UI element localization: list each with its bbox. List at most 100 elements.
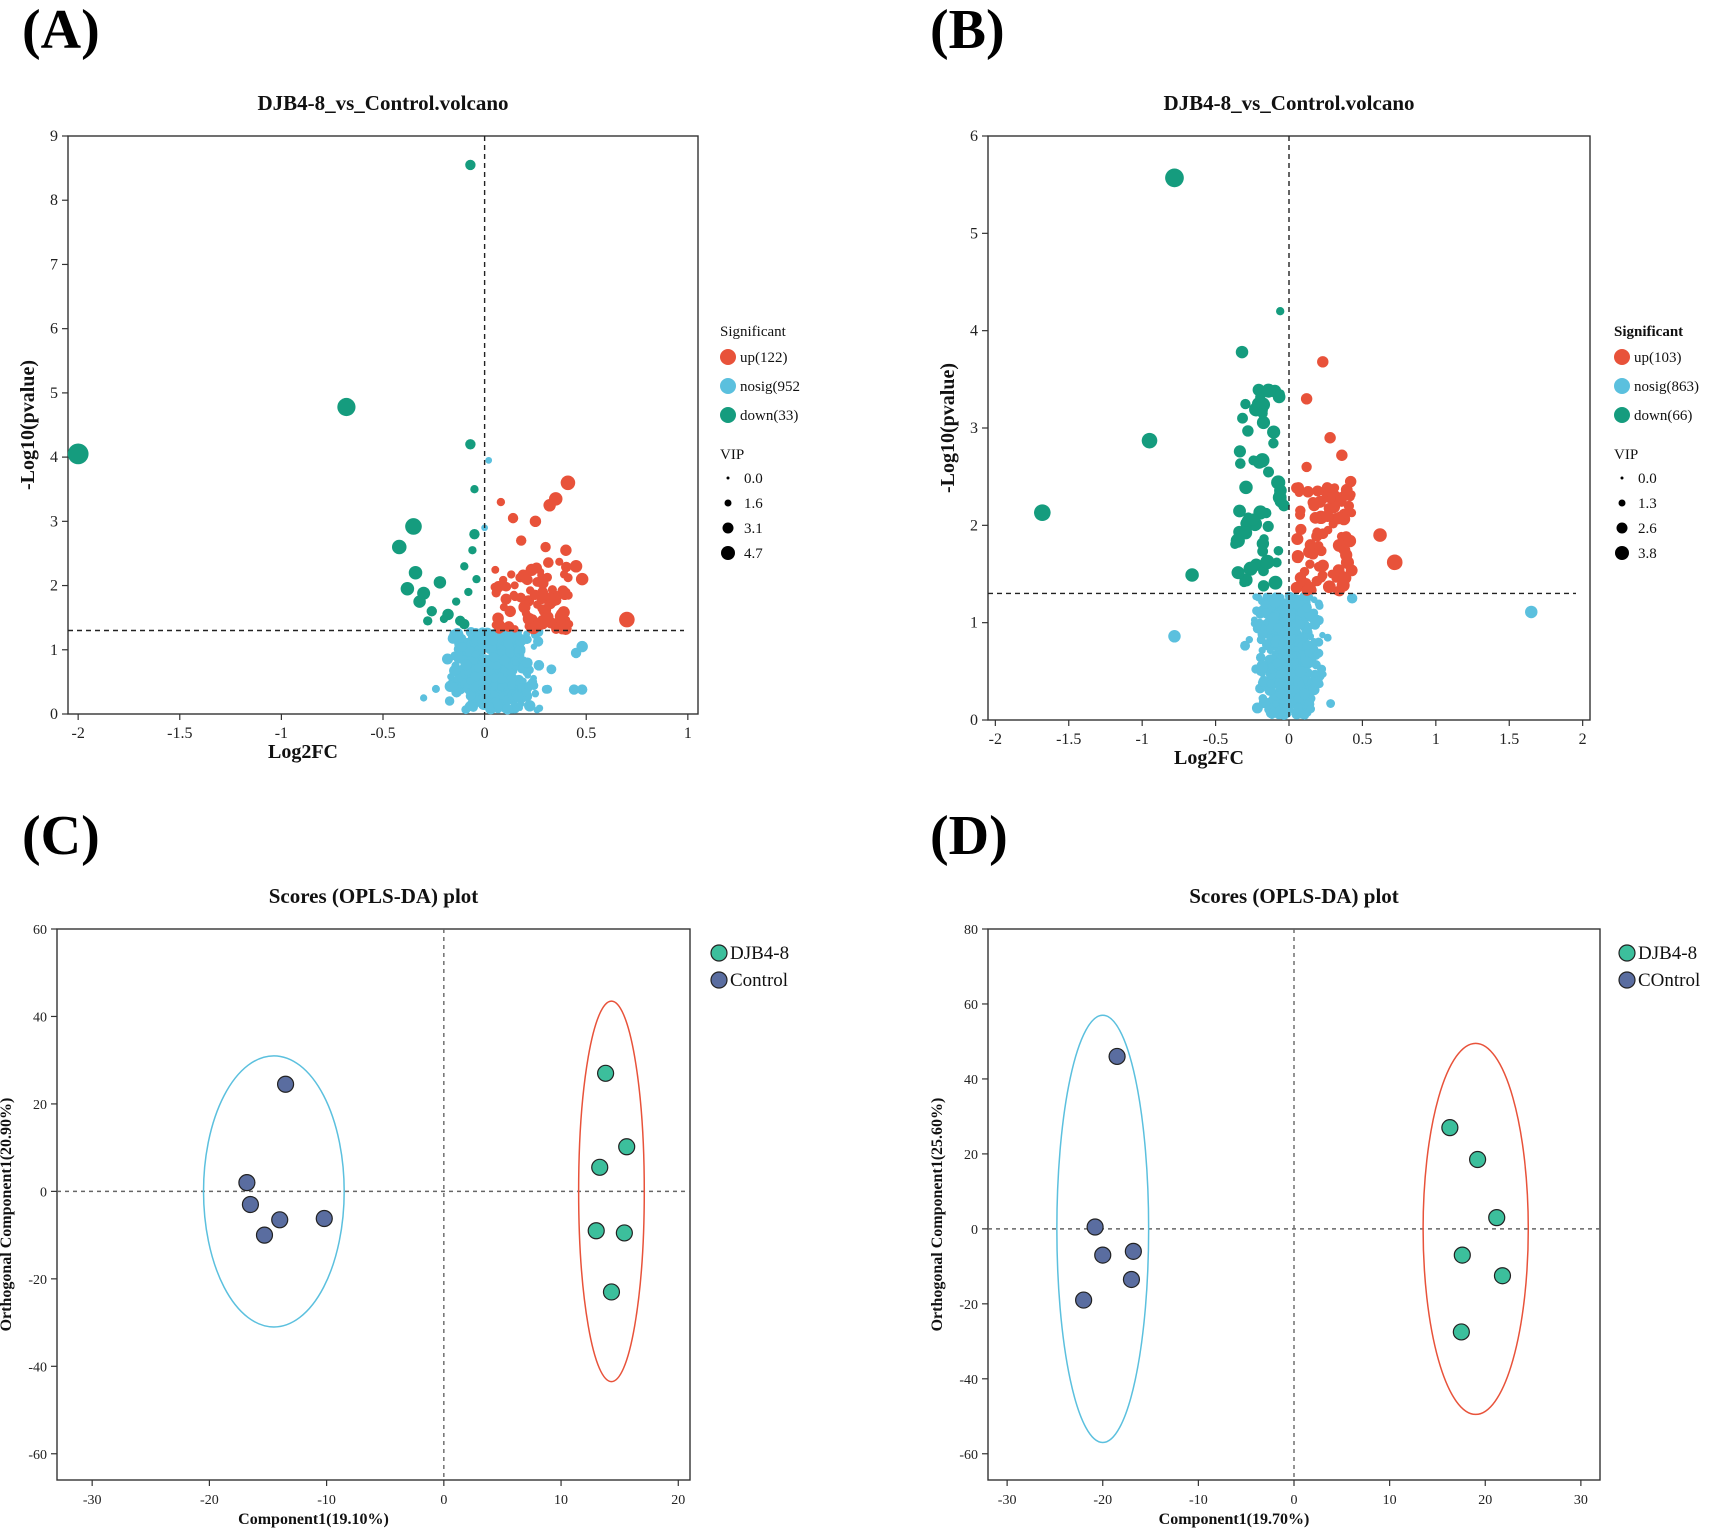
nosig-point [460, 659, 472, 671]
x-tick-label: -10 [1189, 1493, 1208, 1508]
nosig-point [484, 701, 494, 711]
nosig-point [1304, 648, 1313, 657]
nosig-point [1279, 671, 1289, 680]
nosig-point [1281, 662, 1292, 673]
y-axis-label: Orthogonal Component1(25.60%) [929, 1098, 946, 1332]
nosig-point [1275, 681, 1286, 693]
control-confidence-ellipse [202, 1055, 345, 1328]
down-point [1261, 383, 1276, 398]
vip-size-swatch [1620, 476, 1624, 480]
nosig-point [497, 683, 505, 691]
legend: Significant up(122) nosig(952 down(33) VIP0.… [720, 324, 800, 562]
down-point [1239, 480, 1253, 495]
up-point [560, 544, 572, 556]
y-tick-label: 1 [970, 615, 978, 632]
nosig-point [1266, 624, 1274, 632]
up-point [559, 570, 569, 579]
down-point [1165, 168, 1184, 188]
nosig-point [1264, 684, 1276, 696]
x-tick-label: 10 [554, 1493, 568, 1508]
y-tick-label: 4 [50, 449, 58, 466]
nosig-point [441, 653, 454, 665]
legend-swatch [710, 944, 728, 962]
nosig-point [420, 694, 428, 702]
nosig-point [512, 658, 519, 666]
nosig-point [1269, 596, 1281, 608]
nosig-point [490, 690, 498, 698]
up-point [1291, 549, 1304, 563]
vip-size-swatch [1618, 499, 1626, 507]
up-point [537, 586, 549, 598]
up-point [1317, 573, 1326, 583]
down-point [1231, 566, 1245, 580]
up-point [1321, 510, 1334, 523]
y-tick-label: 5 [50, 385, 58, 402]
legend-label: nosig(952 [740, 379, 800, 395]
chart-title: Scores (OPLS-DA) plot [269, 884, 479, 908]
up-point [515, 592, 526, 603]
vip-size-label: 3.1 [744, 521, 763, 537]
y-tick-label: 40 [964, 1073, 978, 1088]
up-point [1314, 495, 1326, 508]
nosig-point [1302, 641, 1311, 650]
up-point [1336, 496, 1347, 507]
up-point [1344, 475, 1357, 488]
x-tick-label: 0 [481, 725, 489, 742]
up-point [1302, 486, 1314, 498]
down-point [1237, 412, 1248, 424]
down-point [468, 546, 477, 555]
nosig-point [531, 689, 540, 698]
down-point [1255, 392, 1266, 403]
legend: Significant up(103) nosig(863) down(66) VIP0… [1614, 324, 1699, 562]
x-tick-label: 20 [671, 1493, 685, 1508]
vip-title: VIP [1614, 447, 1638, 463]
down-point [1268, 575, 1283, 590]
y-tick-label: 3 [970, 420, 978, 437]
down-point [1276, 307, 1285, 316]
down-point [460, 562, 469, 571]
x-axis-label: Component1(19.10%) [238, 1511, 389, 1528]
y-tick-label: 6 [50, 321, 58, 338]
down-point [1275, 389, 1285, 399]
plot-frame [67, 135, 699, 715]
up-point [1330, 483, 1340, 493]
y-tick-label: 60 [964, 998, 978, 1013]
x-tick-label: -1 [1136, 731, 1149, 748]
down-point [1248, 455, 1259, 466]
up-point [525, 563, 538, 576]
up-point [569, 560, 583, 573]
nosig-point [503, 638, 513, 649]
down-point [1263, 466, 1275, 478]
djb-sample-point [618, 1138, 636, 1156]
up-point [1332, 513, 1344, 525]
chart-title: DJB4-8_vs_Control.volcano [257, 91, 508, 115]
y-tick-label: 60 [33, 923, 47, 938]
nosig-point [1301, 657, 1313, 668]
control-sample-point [1124, 1242, 1142, 1260]
up-point [1300, 393, 1313, 405]
nosig-point [1279, 609, 1290, 620]
vip-size-label: 1.6 [744, 496, 763, 512]
nosig-point [522, 657, 533, 669]
up-point [1314, 541, 1324, 551]
x-tick-label: 0 [1291, 1493, 1298, 1508]
nosig-point [1346, 593, 1358, 604]
nosig-point [449, 682, 458, 691]
y-tick-label: 80 [964, 923, 978, 938]
vip-size-label: 3.8 [1638, 546, 1657, 562]
nosig-point [530, 643, 538, 650]
nosig-point [543, 684, 553, 694]
y-tick-label: -20 [959, 1298, 978, 1313]
nosig-point [464, 701, 475, 712]
down-point [408, 565, 423, 580]
control-sample-point [1108, 1047, 1126, 1066]
up-point [515, 535, 527, 546]
down-point [1239, 577, 1249, 588]
down-point [439, 614, 449, 624]
down-point [1257, 408, 1268, 419]
x-tick-label: 1.5 [1499, 731, 1519, 748]
y-tick-label: -40 [28, 1360, 47, 1375]
djb-sample-point [615, 1224, 633, 1242]
nosig-point [499, 655, 510, 666]
y-tick-label: 2 [970, 517, 978, 534]
